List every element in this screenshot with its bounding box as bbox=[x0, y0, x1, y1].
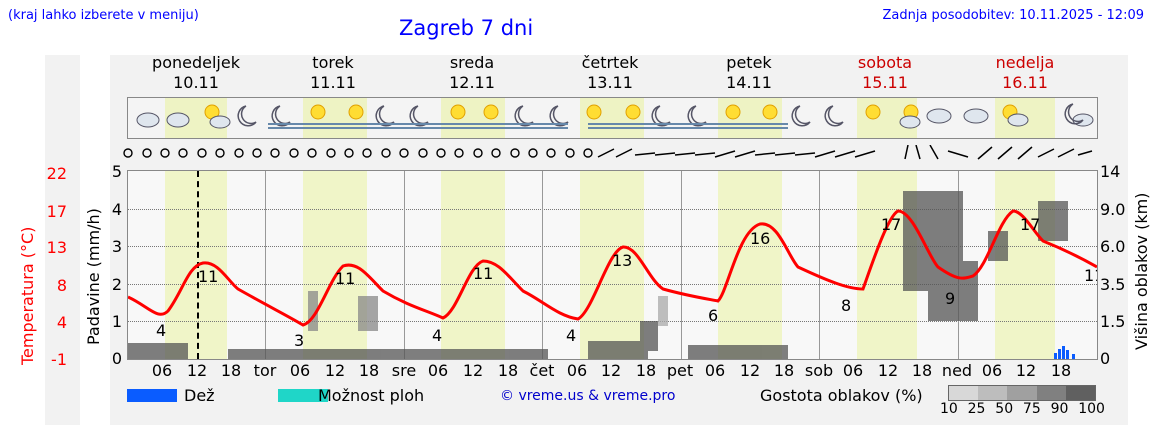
day-date-7: 16.11 bbox=[1002, 73, 1048, 92]
credit-link[interactable]: © vreme.us & vreme.pro bbox=[500, 388, 676, 404]
cloud-tick: 0 bbox=[1100, 349, 1111, 368]
wind-row bbox=[123, 145, 1093, 160]
day-date-6: 15.11 bbox=[862, 73, 908, 92]
storm-swatch bbox=[278, 389, 328, 402]
svg-text:17: 17 bbox=[1020, 215, 1040, 234]
day-name-5: petek bbox=[726, 53, 772, 72]
precip-tick: 4 bbox=[111, 200, 122, 219]
temp-tick: 4 bbox=[56, 313, 67, 332]
cloud-density-label: Gostota oblakov (%) bbox=[760, 386, 923, 405]
temp-tick: 17 bbox=[46, 202, 67, 221]
svg-text:11: 11 bbox=[335, 269, 355, 288]
daylight-band bbox=[580, 171, 644, 359]
precip-tick: 5 bbox=[111, 162, 122, 181]
day-date-1: 10.11 bbox=[173, 73, 219, 92]
weather-icons bbox=[136, 98, 1094, 138]
svg-text:11: 11 bbox=[198, 267, 218, 286]
temp-tick: 22 bbox=[46, 164, 67, 183]
weather-icon-sequence bbox=[165, 98, 1055, 138]
svg-text:16: 16 bbox=[750, 229, 770, 248]
cloud-tick: 3.5 bbox=[1100, 275, 1126, 294]
day-name-6: sobota bbox=[857, 53, 913, 72]
chart-svg: 4 11 3 11 4 11 4 13 6 16 8 17 9 17 11 bbox=[128, 191, 1097, 359]
day-date-2: 11.11 bbox=[310, 73, 356, 92]
rain-swatch bbox=[127, 389, 177, 402]
storm-legend-label: Možnost ploh bbox=[318, 386, 425, 405]
cloud-height-axis-label: Višina oblakov (km) bbox=[1132, 192, 1151, 350]
cloud-tick: 1.5 bbox=[1100, 312, 1126, 331]
left-panel bbox=[45, 55, 80, 425]
precip-tick: 1 bbox=[111, 312, 122, 331]
rain-bars bbox=[1054, 346, 1075, 359]
page-title: Zagreb 7 dni bbox=[399, 16, 534, 40]
day-name-7: nedelja bbox=[995, 53, 1055, 72]
cloud-tick: 6.0 bbox=[1100, 237, 1126, 256]
svg-text:9: 9 bbox=[945, 289, 955, 308]
svg-text:11: 11 bbox=[473, 264, 493, 283]
rain-legend-label: Dež bbox=[184, 386, 215, 405]
day-date-4: 13.11 bbox=[587, 73, 633, 92]
svg-text:3: 3 bbox=[294, 331, 304, 350]
svg-text:17: 17 bbox=[881, 215, 901, 234]
cloud-tick: 9.0 bbox=[1100, 200, 1126, 219]
day-name-3: sreda bbox=[449, 53, 495, 72]
svg-text:8: 8 bbox=[841, 296, 851, 315]
temp-tick: -1 bbox=[51, 350, 67, 369]
svg-text:4: 4 bbox=[432, 326, 442, 345]
density-ticks: 10 25 50 75 90 100 bbox=[940, 401, 1105, 417]
temperature-labels: 4 11 3 11 4 11 4 13 6 16 8 17 9 17 11 bbox=[156, 215, 1097, 350]
day-name-1: ponedeljek bbox=[152, 53, 240, 72]
svg-text:11: 11 bbox=[1084, 266, 1097, 285]
cloud-density bbox=[128, 191, 1068, 359]
temperature-axis-label: Temperatura (°C) bbox=[18, 226, 37, 365]
location-note: (kraj lahko izberete v meniju) bbox=[8, 8, 199, 23]
temp-tick: 8 bbox=[56, 276, 67, 295]
temp-tick: 13 bbox=[46, 238, 67, 257]
last-updated: Zadnja posodobitev: 10.11.2025 - 12:09 bbox=[882, 8, 1144, 23]
svg-text:4: 4 bbox=[566, 326, 576, 345]
temperature-line bbox=[128, 209, 1097, 327]
cloud-density-scale bbox=[948, 385, 1096, 401]
day-name-2: torek bbox=[312, 53, 354, 72]
weather-icons-row bbox=[127, 97, 1098, 139]
cloud-tick: 14 bbox=[1100, 162, 1121, 181]
svg-text:6: 6 bbox=[708, 306, 718, 325]
precip-tick: 3 bbox=[111, 237, 122, 256]
svg-text:13: 13 bbox=[612, 251, 632, 270]
plot-area: 4 11 3 11 4 11 4 13 6 16 8 17 9 17 11 bbox=[127, 170, 1098, 360]
precip-tick: 0 bbox=[111, 349, 122, 368]
daylight-band bbox=[718, 171, 782, 359]
day-name-4: četrtek bbox=[581, 53, 639, 72]
precip-tick: 2 bbox=[111, 275, 122, 294]
day-date-3: 12.11 bbox=[449, 73, 495, 92]
day-date-5: 14.11 bbox=[726, 73, 772, 92]
x-axis: 06 12 18 tor 06 12 18 sre 06 12 18 čet 0… bbox=[151, 361, 1072, 380]
svg-text:4: 4 bbox=[156, 321, 166, 340]
